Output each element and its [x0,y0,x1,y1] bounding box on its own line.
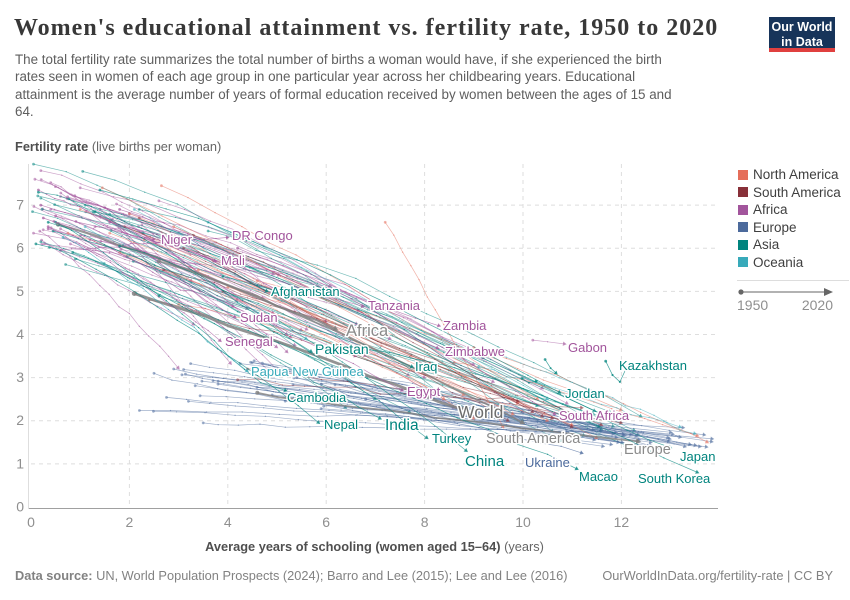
svg-text:12: 12 [614,514,630,530]
svg-text:Europe: Europe [624,442,671,458]
svg-text:5: 5 [16,283,24,299]
svg-text:Ukraine: Ukraine [525,455,570,470]
svg-text:Iraq: Iraq [415,359,437,374]
svg-text:4: 4 [16,326,24,342]
svg-text:Papua New Guinea: Papua New Guinea [251,364,365,379]
svg-text:Kazakhstan: Kazakhstan [619,358,687,373]
svg-text:Sudan: Sudan [240,310,278,325]
svg-text:3: 3 [16,369,24,385]
svg-text:Cambodia: Cambodia [287,390,347,405]
svg-text:India: India [385,417,419,434]
svg-text:Nepal: Nepal [324,417,358,432]
svg-text:10: 10 [515,514,531,530]
svg-text:China: China [465,453,505,470]
svg-text:Mali: Mali [221,253,245,268]
svg-text:6: 6 [16,240,24,256]
svg-text:6: 6 [322,514,330,530]
svg-text:Afghanistan: Afghanistan [271,284,340,299]
svg-text:Niger: Niger [161,232,193,247]
svg-text:2: 2 [16,412,24,428]
svg-text:Senegal: Senegal [225,334,273,349]
svg-text:0: 0 [16,499,24,515]
svg-text:Zimbabwe: Zimbabwe [445,344,505,359]
svg-text:1: 1 [16,455,24,471]
svg-text:0: 0 [27,514,35,530]
svg-text:Zambia: Zambia [443,318,487,333]
svg-text:8: 8 [421,514,429,530]
svg-text:Japan: Japan [680,449,715,464]
svg-text:Gabon: Gabon [568,340,607,355]
svg-text:Tanzania: Tanzania [368,298,421,313]
svg-text:Africa: Africa [346,322,389,340]
svg-text:World: World [458,402,503,422]
svg-text:4: 4 [224,514,232,530]
svg-text:Pakistan: Pakistan [315,341,369,357]
svg-text:Egypt: Egypt [407,384,441,399]
svg-text:Jordan: Jordan [565,386,605,401]
svg-text:Macao: Macao [579,469,618,484]
svg-text:DR Congo: DR Congo [232,228,293,243]
svg-text:2: 2 [126,514,134,530]
svg-text:Turkey: Turkey [432,431,472,446]
svg-text:7: 7 [16,197,24,213]
svg-text:South Africa: South Africa [559,408,630,423]
svg-text:South Korea: South Korea [638,471,711,486]
svg-text:South America: South America [486,431,581,447]
